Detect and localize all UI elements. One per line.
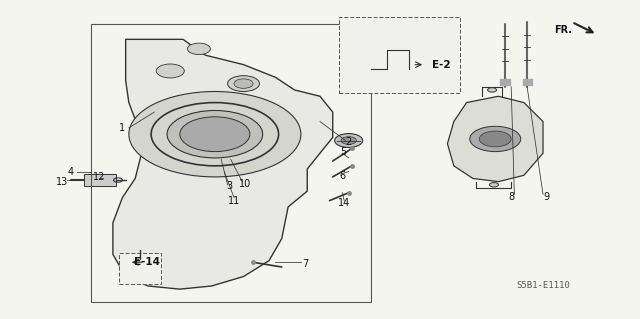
Bar (91, 24, 371, 302)
Text: 2: 2 (346, 137, 352, 147)
Text: E-14: E-14 (134, 257, 159, 267)
Circle shape (341, 137, 356, 144)
Text: 9: 9 (543, 192, 549, 202)
Text: 7: 7 (302, 259, 308, 269)
Text: FR.: FR. (554, 25, 572, 35)
Circle shape (335, 134, 363, 147)
Polygon shape (447, 96, 543, 182)
Text: E-2: E-2 (432, 60, 451, 70)
Circle shape (156, 64, 184, 78)
Circle shape (490, 182, 499, 187)
Text: 11: 11 (228, 196, 240, 206)
Circle shape (188, 43, 211, 55)
Bar (339, 17, 460, 93)
Circle shape (488, 88, 497, 92)
Text: 14: 14 (338, 198, 350, 208)
Text: 3: 3 (227, 182, 232, 191)
Text: 5: 5 (340, 147, 347, 157)
Circle shape (228, 76, 259, 92)
Circle shape (167, 110, 262, 158)
Circle shape (180, 117, 250, 152)
Text: 10: 10 (239, 179, 252, 189)
Text: 12: 12 (93, 172, 105, 182)
Text: 4: 4 (67, 167, 73, 176)
Text: 8: 8 (508, 192, 514, 202)
Text: 1: 1 (120, 123, 125, 133)
Bar (119, 253, 161, 285)
Text: S5B1-E1110: S5B1-E1110 (516, 281, 570, 291)
Circle shape (479, 131, 511, 147)
Circle shape (470, 126, 521, 152)
Polygon shape (113, 39, 333, 289)
Text: 6: 6 (339, 171, 346, 181)
Text: 13: 13 (56, 177, 68, 187)
Circle shape (129, 92, 301, 177)
Circle shape (393, 54, 403, 59)
Circle shape (234, 79, 253, 88)
Bar (84, 174, 116, 186)
